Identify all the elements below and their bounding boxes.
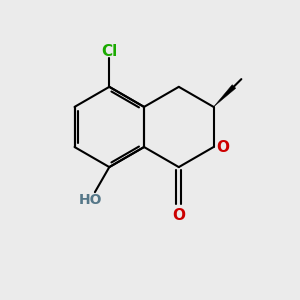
Polygon shape (214, 85, 236, 107)
Text: O: O (217, 140, 230, 154)
Text: Cl: Cl (101, 44, 117, 59)
Text: O: O (172, 208, 185, 223)
Text: HO: HO (79, 194, 102, 208)
